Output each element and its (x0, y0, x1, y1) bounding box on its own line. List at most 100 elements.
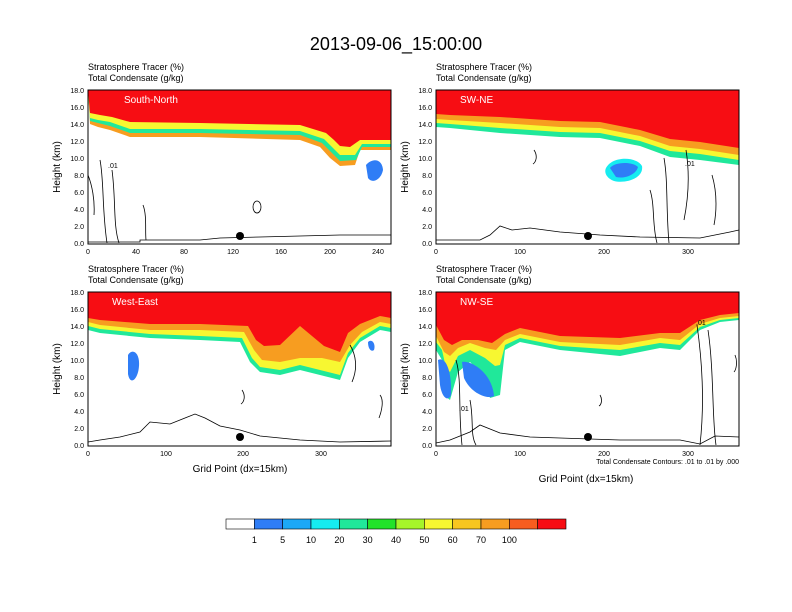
condensate-contour-ring (252, 200, 262, 214)
contour-label-upper: .01 (696, 320, 706, 327)
x-tick: 100 (160, 451, 172, 458)
colorbar-swatch (254, 518, 283, 530)
colorbar-swatch (480, 518, 510, 530)
plot-area (87, 89, 392, 245)
condensate-contour (532, 149, 717, 244)
y-tick: 16.0 (418, 307, 432, 314)
y-tick: 14.0 (418, 324, 432, 331)
marker-dot (584, 232, 592, 240)
panel-sw-ne: Stratosphere Tracer (%) Total Condensate… (400, 62, 740, 256)
y-ticks: 18.0 16.0 14.0 12.0 10.0 8.0 6.0 4.0 2.0… (418, 88, 432, 248)
y-tick: 14.0 (70, 324, 84, 331)
panel-subtitle-line2: Total Condensate (g/kg) (436, 73, 532, 83)
y-tick: 8.0 (422, 375, 432, 382)
colorbar-swatch (395, 518, 425, 530)
x-tick: 0 (434, 451, 438, 458)
tracer-band-red (88, 292, 391, 352)
y-tick: 8.0 (74, 375, 84, 382)
plot-area (87, 291, 392, 447)
y-tick: 10.0 (70, 358, 84, 365)
colorbar-label: 50 (419, 535, 429, 545)
x-ticks: 0 100 200 300 (434, 249, 694, 256)
y-tick: 18.0 (70, 88, 84, 95)
colorbar-swatch (225, 518, 255, 530)
y-tick: 0.0 (74, 241, 84, 248)
panel-label: West-East (112, 297, 158, 308)
y-axis-label: Height (km) (52, 343, 63, 395)
panel-label: NW-SE (460, 297, 493, 308)
marker-dot (236, 232, 244, 240)
y-tick: 4.0 (422, 207, 432, 214)
y-tick: 12.0 (70, 139, 84, 146)
contour-label: .01 (459, 406, 469, 413)
y-tick: 4.0 (74, 409, 84, 416)
y-tick: 2.0 (422, 426, 432, 433)
colorbar-swatch (367, 518, 397, 530)
colorbar-label: 40 (391, 535, 401, 545)
y-tick: 6.0 (422, 190, 432, 197)
figure-title: 2013-09-06_15:00:00 (310, 34, 482, 55)
y-tick: 0.0 (74, 443, 84, 450)
y-tick: 10.0 (418, 358, 432, 365)
x-tick: 0 (86, 451, 90, 458)
y-tick: 12.0 (418, 139, 432, 146)
colorbar-swatch (424, 518, 453, 530)
footnote: Total Condensate Contours: .01 to .01 by… (596, 459, 739, 466)
x-ticks: 0 100 200 300 (434, 451, 694, 458)
colorbar-swatch (282, 518, 312, 530)
y-tick: 12.0 (70, 341, 84, 348)
y-ticks: 18.0 16.0 14.0 12.0 10.0 8.0 6.0 4.0 2.0… (70, 290, 84, 450)
terrain-line (436, 424, 739, 445)
x-axis-label: Grid Point (dx=15km) (539, 474, 634, 485)
panel-nw-se: Stratosphere Tracer (%) Total Condensate… (400, 264, 740, 485)
y-tick: 8.0 (74, 173, 84, 180)
colorbar-label: 70 (476, 535, 486, 545)
x-tick: 80 (180, 249, 188, 256)
x-ticks: 0 100 200 300 (86, 451, 327, 458)
y-tick: 2.0 (74, 224, 84, 231)
x-tick: 300 (682, 249, 694, 256)
terrain-line (88, 413, 391, 443)
tracer-blob-mid-core (610, 162, 638, 178)
y-tick: 6.0 (74, 190, 84, 197)
tracer-blob-left (128, 351, 140, 381)
panel-label: SW-NE (460, 95, 493, 106)
x-tick: 0 (86, 249, 90, 256)
y-tick: 14.0 (418, 122, 432, 129)
condensate-contour (240, 344, 383, 419)
x-tick: 200 (598, 249, 610, 256)
y-tick: 16.0 (418, 105, 432, 112)
y-tick: 6.0 (74, 392, 84, 399)
y-tick: 0.0 (422, 443, 432, 450)
colorbar-swatch (452, 518, 482, 530)
tracer-band-red (436, 292, 739, 345)
contour-label: .01 (685, 161, 695, 168)
colorbar-swatch (310, 518, 340, 530)
colorbar-label: 100 (502, 535, 517, 545)
y-ticks: 18.0 16.0 14.0 12.0 10.0 8.0 6.0 4.0 2.0… (70, 88, 84, 248)
contour-label: .01 (108, 163, 118, 170)
y-tick: 2.0 (422, 224, 432, 231)
terrain-line (88, 234, 391, 243)
x-tick: 200 (237, 451, 249, 458)
y-tick: 16.0 (70, 307, 84, 314)
y-tick: 8.0 (422, 173, 432, 180)
panel-subtitle-line1: Stratosphere Tracer (%) (88, 264, 184, 274)
colorbar-swatch (537, 518, 567, 530)
x-tick: 100 (514, 451, 526, 458)
y-tick: 12.0 (418, 341, 432, 348)
colorbar: 1 5 10 20 30 40 50 60 70 100 (225, 518, 567, 545)
colorbar-swatch (509, 518, 538, 530)
plot-area (435, 89, 740, 245)
tracer-blob-right (368, 340, 375, 351)
y-tick: 16.0 (70, 105, 84, 112)
tracer-blob-lower (366, 160, 383, 181)
colorbar-label: 30 (363, 535, 373, 545)
y-tick: 4.0 (422, 409, 432, 416)
x-tick: 100 (514, 249, 526, 256)
y-axis-label: Height (km) (400, 141, 411, 193)
marker-dot (584, 433, 592, 441)
x-tick: 200 (324, 249, 336, 256)
colorbar-swatch (339, 518, 368, 530)
